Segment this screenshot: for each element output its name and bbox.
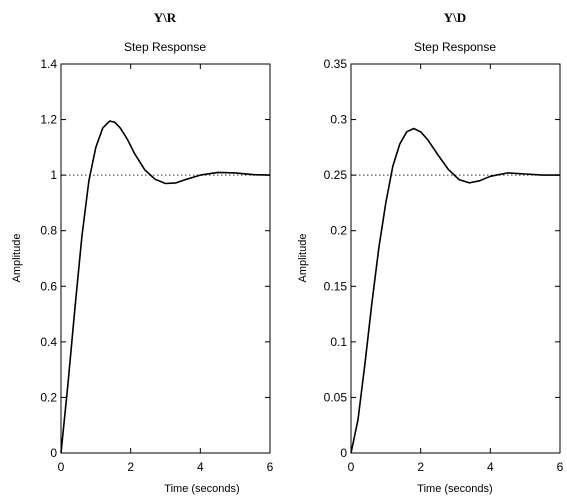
- y-tick-label: 0.2: [330, 224, 347, 238]
- y-tick-label: 0.3: [330, 113, 347, 127]
- x-tick-label: 4: [197, 460, 204, 474]
- chart-panel-yd: Y\D Step Response Time (seconds) Amplitu…: [297, 10, 564, 495]
- y-tick-label: 1.4: [40, 57, 57, 71]
- y-tick-label: 0.25: [324, 168, 348, 182]
- y-tick-label: 1: [50, 168, 57, 182]
- y-tick-label: 0: [50, 446, 57, 460]
- step-response-line: [60, 120, 271, 454]
- chart-title: Y\R: [154, 10, 177, 25]
- x-axis-label: Time (seconds): [417, 483, 492, 495]
- plot-frame: [350, 63, 561, 454]
- y-tick-label: 0.8: [40, 224, 57, 238]
- step-response-line: [350, 127, 560, 454]
- y-tick-label: 0.35: [324, 57, 348, 71]
- y-tick-label: 0.15: [324, 279, 348, 293]
- y-tick-label: 1.2: [40, 113, 57, 127]
- x-tick-label: 0: [348, 460, 355, 474]
- y-tick-label: 0.05: [324, 390, 348, 404]
- x-tick-label: 2: [127, 460, 134, 474]
- y-tick-label: 0: [340, 446, 347, 460]
- chart-panel-yr: Y\R Step Response Time (seconds) Amplitu…: [11, 10, 274, 495]
- x-tick-label: 2: [417, 460, 424, 474]
- chart-title: Y\D: [444, 10, 466, 25]
- y-tick-label: 0.2: [40, 390, 57, 404]
- y-tick-label: 0.6: [40, 279, 57, 293]
- chart-subtitle: Step Response: [124, 40, 206, 54]
- y-tick-label: 0.1: [330, 335, 347, 349]
- chart-subtitle: Step Response: [414, 40, 496, 54]
- x-tick-label: 0: [58, 460, 65, 474]
- x-tick-label: 6: [267, 460, 274, 474]
- x-tick-label: 4: [487, 460, 494, 474]
- y-axis-label: Amplitude: [11, 234, 23, 283]
- x-axis-label: Time (seconds): [164, 483, 239, 495]
- x-tick-label: 6: [557, 460, 564, 474]
- y-tick-label: 0.4: [40, 335, 57, 349]
- plot-frame: [60, 63, 271, 454]
- y-axis-label: Amplitude: [297, 234, 309, 283]
